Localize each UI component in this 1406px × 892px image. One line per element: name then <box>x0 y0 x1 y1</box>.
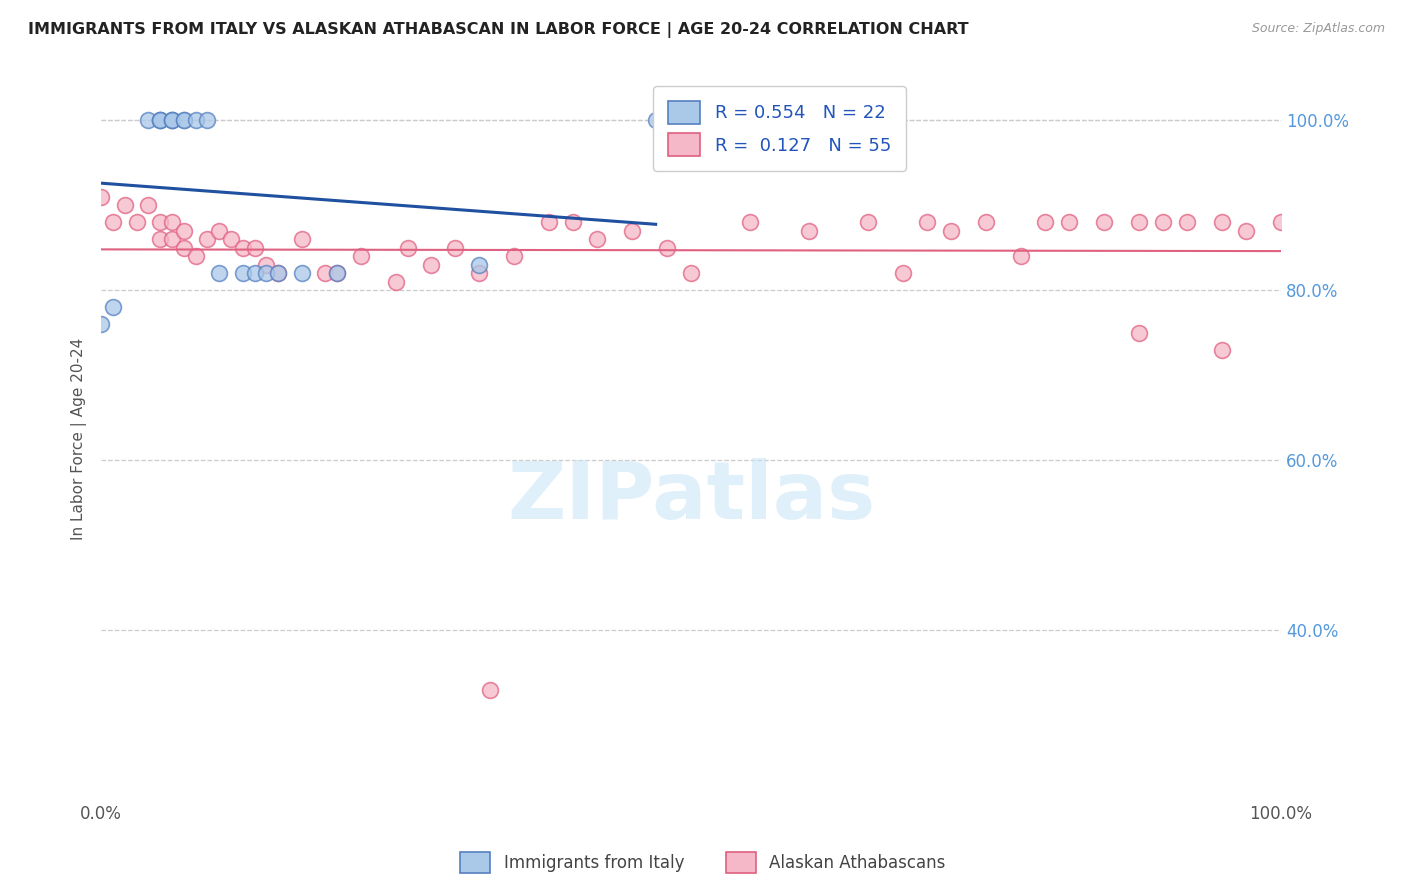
Point <box>243 241 266 255</box>
Point <box>797 224 820 238</box>
Point <box>856 215 879 229</box>
Point <box>232 241 254 255</box>
Point <box>291 266 314 280</box>
Point <box>125 215 148 229</box>
Point <box>101 300 124 314</box>
Point <box>136 198 159 212</box>
Point <box>90 317 112 331</box>
Point <box>243 266 266 280</box>
Point <box>90 189 112 203</box>
Point <box>1234 224 1257 238</box>
Point <box>160 113 183 128</box>
Point <box>184 249 207 263</box>
Point <box>326 266 349 280</box>
Point <box>173 224 195 238</box>
Text: IMMIGRANTS FROM ITALY VS ALASKAN ATHABASCAN IN LABOR FORCE | AGE 20-24 CORRELATI: IMMIGRANTS FROM ITALY VS ALASKAN ATHABAS… <box>28 22 969 38</box>
Point <box>657 241 679 255</box>
Point <box>420 258 443 272</box>
Point <box>1211 215 1233 229</box>
Point <box>939 224 962 238</box>
Point <box>503 249 526 263</box>
Point <box>538 215 561 229</box>
Point <box>1152 215 1174 229</box>
Point <box>254 258 277 272</box>
Point <box>267 266 290 280</box>
Point <box>173 113 195 128</box>
Point <box>149 232 172 246</box>
Point <box>160 113 183 128</box>
Point <box>679 266 702 280</box>
Point <box>254 266 277 280</box>
Point <box>738 215 761 229</box>
Point <box>350 249 373 263</box>
Point <box>644 113 666 128</box>
Point <box>1270 215 1292 229</box>
Point <box>114 198 136 212</box>
Point <box>173 241 195 255</box>
Point <box>160 232 183 246</box>
Point <box>195 232 218 246</box>
Point <box>467 266 489 280</box>
Point <box>1010 249 1032 263</box>
Point <box>208 266 231 280</box>
Point <box>149 113 172 128</box>
Point <box>1211 343 1233 357</box>
Point <box>1057 215 1080 229</box>
Point <box>396 241 419 255</box>
Point <box>1033 215 1056 229</box>
Point <box>314 266 336 280</box>
Point <box>479 683 502 698</box>
Point <box>267 266 290 280</box>
Point <box>173 113 195 128</box>
Text: Source: ZipAtlas.com: Source: ZipAtlas.com <box>1251 22 1385 36</box>
Point <box>184 113 207 128</box>
Point <box>585 232 607 246</box>
Point <box>1092 215 1115 229</box>
Point <box>915 215 938 229</box>
Point <box>467 258 489 272</box>
Point <box>160 215 183 229</box>
Point <box>208 224 231 238</box>
Point <box>562 215 585 229</box>
Point <box>160 113 183 128</box>
Text: ZIPatlas: ZIPatlas <box>508 458 875 536</box>
Point <box>149 113 172 128</box>
Point <box>621 224 644 238</box>
Point <box>149 215 172 229</box>
Point <box>974 215 997 229</box>
Legend: R = 0.554   N = 22, R =  0.127   N = 55: R = 0.554 N = 22, R = 0.127 N = 55 <box>654 87 905 170</box>
Point <box>1128 326 1150 340</box>
Point <box>136 113 159 128</box>
Y-axis label: In Labor Force | Age 20-24: In Labor Force | Age 20-24 <box>72 338 87 541</box>
Legend: Immigrants from Italy, Alaskan Athabascans: Immigrants from Italy, Alaskan Athabasca… <box>454 846 952 880</box>
Point <box>326 266 349 280</box>
Point <box>893 266 915 280</box>
Point <box>149 113 172 128</box>
Point <box>1128 215 1150 229</box>
Point <box>385 275 408 289</box>
Point <box>219 232 242 246</box>
Point <box>232 266 254 280</box>
Point <box>1175 215 1198 229</box>
Point <box>291 232 314 246</box>
Point <box>444 241 467 255</box>
Point <box>195 113 218 128</box>
Point <box>101 215 124 229</box>
